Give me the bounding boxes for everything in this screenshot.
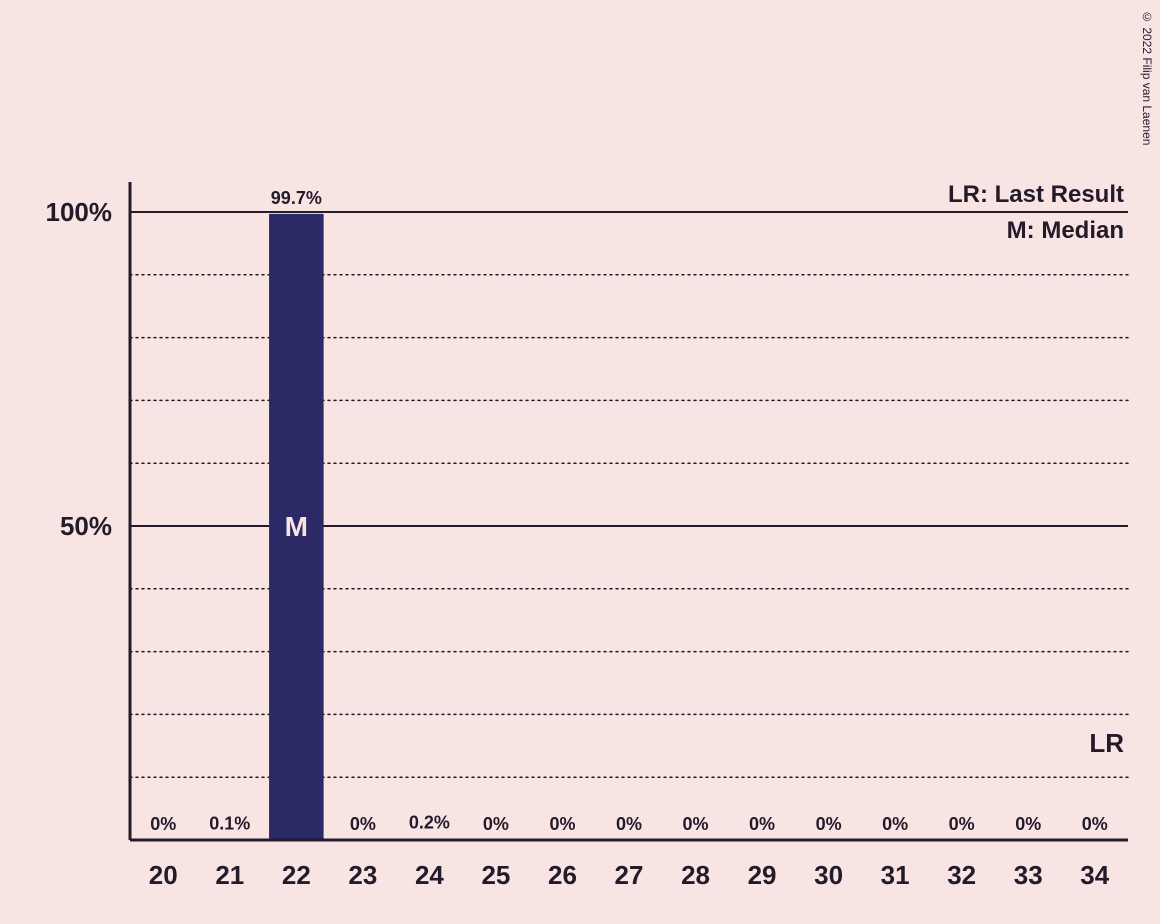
value-label: 0%	[816, 814, 842, 834]
value-label: 0%	[882, 814, 908, 834]
pmf-bar-chart: 50% 100% 0% 20 0.1% 21 99.7% M 22 0% 23 0.2% 24 0% 25 0…	[0, 170, 1160, 915]
x-tick-label: 23	[348, 860, 377, 890]
x-tick-label: 34	[1080, 860, 1109, 890]
value-label: 0%	[949, 814, 975, 834]
value-label: 0%	[749, 814, 775, 834]
chart-area: 50% 100% 0% 20 0.1% 21 99.7% M 22 0% 23 0.2% 24 0% 25 0…	[0, 170, 1160, 924]
value-label: 0.1%	[209, 813, 250, 833]
x-tick-label: 33	[1014, 860, 1043, 890]
x-tick-label: 30	[814, 860, 843, 890]
value-label: 0.2%	[409, 813, 450, 833]
y-tick-label: 100%	[46, 197, 113, 227]
value-label: 0%	[1015, 814, 1041, 834]
lr-marker: LR	[1089, 728, 1124, 758]
x-tick-label: 28	[681, 860, 710, 890]
x-tick-label: 20	[149, 860, 178, 890]
value-label: 0%	[483, 814, 509, 834]
x-tick-label: 21	[215, 860, 244, 890]
median-marker: M	[285, 511, 308, 542]
x-tick-label: 26	[548, 860, 577, 890]
x-tick-label: 24	[415, 860, 444, 890]
value-label: 0%	[350, 814, 376, 834]
x-tick-label: 31	[881, 860, 910, 890]
x-tick-label: 25	[481, 860, 510, 890]
value-label: 99.7%	[271, 188, 322, 208]
y-tick-label: 50%	[60, 511, 112, 541]
value-label: 0%	[683, 814, 709, 834]
value-label: 0%	[616, 814, 642, 834]
x-tick-label: 27	[615, 860, 644, 890]
value-label: 0%	[150, 814, 176, 834]
x-tick-label: 22	[282, 860, 311, 890]
x-tick-label: 32	[947, 860, 976, 890]
x-tick-label: 29	[748, 860, 777, 890]
legend-median: M: Median	[1007, 217, 1124, 244]
legend-lr: LR: Last Result	[948, 181, 1124, 208]
value-label: 0%	[549, 814, 575, 834]
copyright-text: © 2022 Filip van Laenen	[1140, 10, 1154, 145]
value-label: 0%	[1082, 814, 1108, 834]
